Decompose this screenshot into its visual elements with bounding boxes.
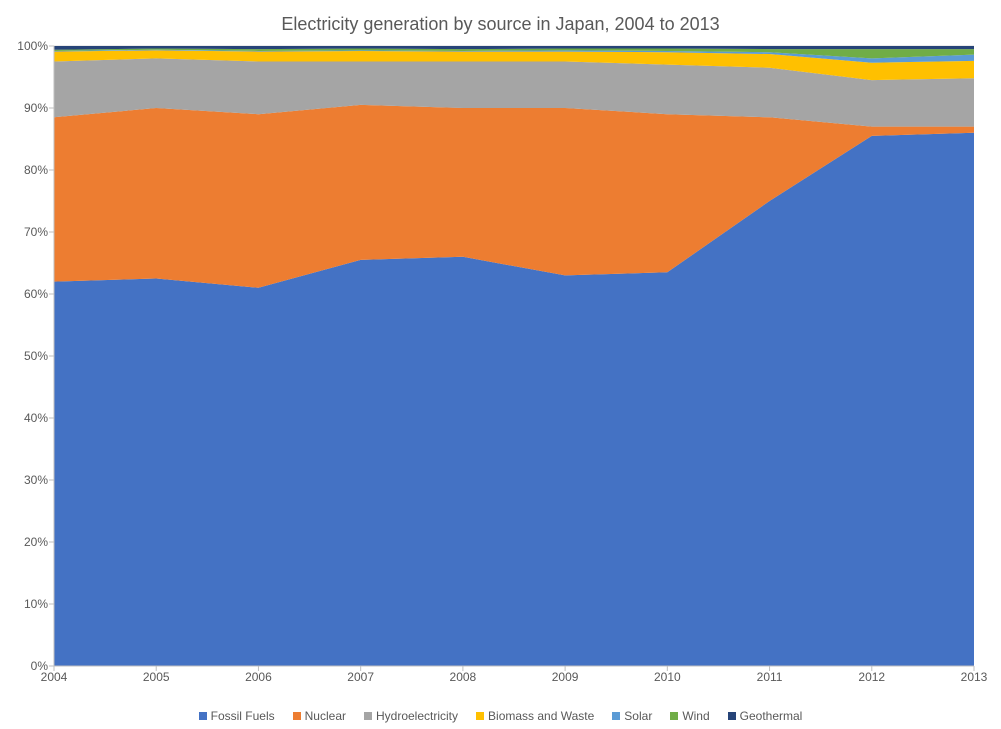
- y-tick-label: 10%: [24, 597, 54, 611]
- x-tick-label: 2004: [41, 666, 68, 684]
- chart-svg: [54, 46, 974, 666]
- legend-item: Geothermal: [728, 709, 803, 723]
- legend-swatch: [670, 712, 678, 720]
- y-tick-label: 50%: [24, 349, 54, 363]
- chart-container: Electricity generation by source in Japa…: [0, 0, 1001, 729]
- x-tick-label: 2009: [552, 666, 579, 684]
- x-tick-label: 2007: [347, 666, 374, 684]
- legend-label: Biomass and Waste: [488, 709, 594, 723]
- legend-label: Fossil Fuels: [211, 709, 275, 723]
- legend-swatch: [476, 712, 484, 720]
- y-tick-label: 80%: [24, 163, 54, 177]
- legend-label: Nuclear: [305, 709, 346, 723]
- chart-title: Electricity generation by source in Japa…: [0, 14, 1001, 35]
- y-tick-label: 90%: [24, 101, 54, 115]
- legend-swatch: [199, 712, 207, 720]
- legend-item: Nuclear: [293, 709, 346, 723]
- x-tick-label: 2012: [858, 666, 885, 684]
- legend-label: Solar: [624, 709, 652, 723]
- legend-swatch: [612, 712, 620, 720]
- y-tick-label: 70%: [24, 225, 54, 239]
- x-tick-label: 2006: [245, 666, 272, 684]
- y-tick-label: 100%: [17, 39, 54, 53]
- y-tick-label: 60%: [24, 287, 54, 301]
- x-tick-label: 2011: [757, 666, 783, 684]
- y-tick-label: 20%: [24, 535, 54, 549]
- y-tick-label: 30%: [24, 473, 54, 487]
- x-tick-label: 2008: [450, 666, 477, 684]
- legend-swatch: [364, 712, 372, 720]
- legend-item: Solar: [612, 709, 652, 723]
- plot-area: 0%10%20%30%40%50%60%70%80%90%100%2004200…: [54, 46, 974, 666]
- legend-item: Biomass and Waste: [476, 709, 594, 723]
- legend-swatch: [293, 712, 301, 720]
- x-tick-label: 2005: [143, 666, 170, 684]
- y-tick-label: 40%: [24, 411, 54, 425]
- legend-item: Wind: [670, 709, 709, 723]
- legend-label: Geothermal: [740, 709, 803, 723]
- legend-label: Hydroelectricity: [376, 709, 458, 723]
- legend-label: Wind: [682, 709, 709, 723]
- legend-item: Hydroelectricity: [364, 709, 458, 723]
- x-tick-label: 2010: [654, 666, 681, 684]
- x-tick-label: 2013: [961, 666, 988, 684]
- legend-item: Fossil Fuels: [199, 709, 275, 723]
- legend: Fossil Fuels Nuclear Hydroelectricity Bioma…: [0, 709, 1001, 723]
- legend-swatch: [728, 712, 736, 720]
